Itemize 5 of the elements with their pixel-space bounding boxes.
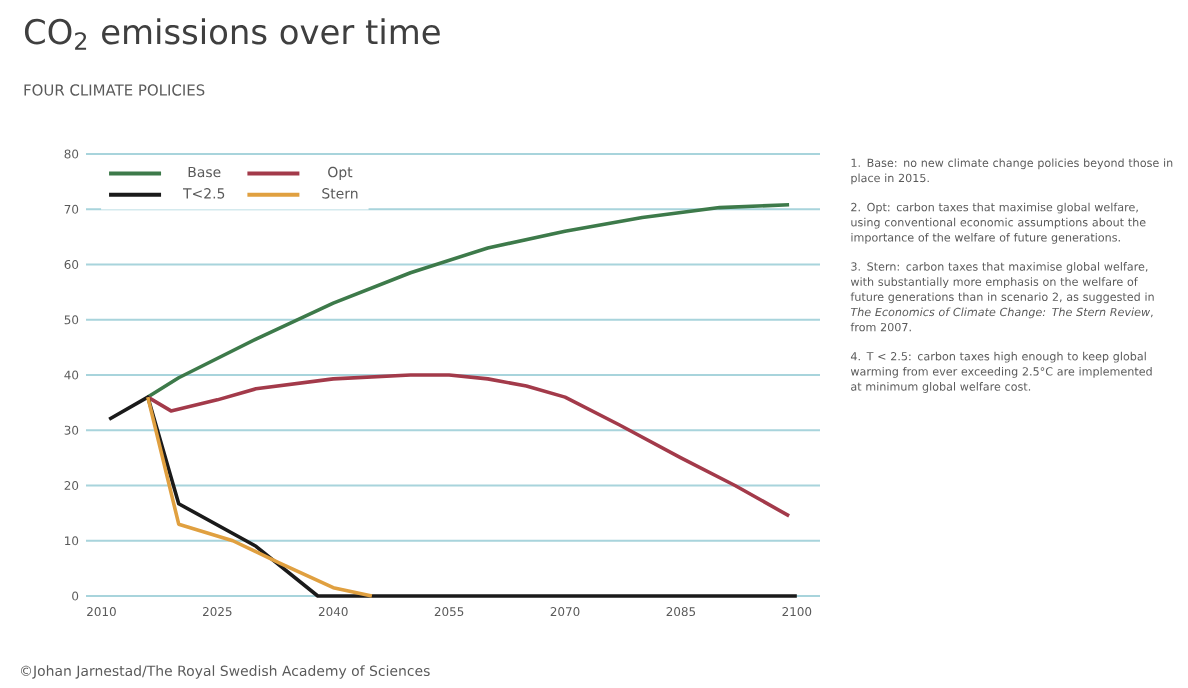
line-series: [146, 395, 374, 598]
line-series: [146, 203, 791, 399]
line-series: [107, 395, 799, 598]
chart-title: CO$_{2}$ emissions over time: [24, 18, 440, 50]
line-series: [146, 373, 791, 518]
